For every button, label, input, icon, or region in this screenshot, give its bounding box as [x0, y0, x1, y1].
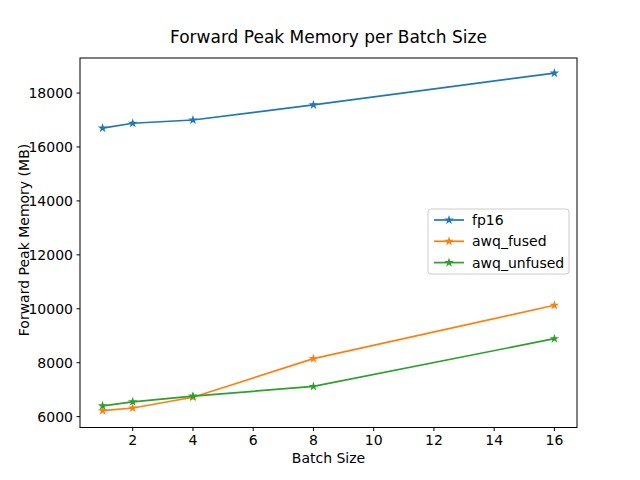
legend-item-label: fp16 [472, 212, 504, 228]
y-tick-label: 12000 [28, 247, 73, 263]
y-tick-label: 8000 [37, 355, 73, 371]
x-tick-label: 10 [365, 432, 383, 448]
x-tick-label: 12 [425, 432, 443, 448]
y-tick-label: 14000 [28, 193, 73, 209]
x-tick-label: 6 [249, 432, 258, 448]
x-axis-label: Batch Size [80, 450, 577, 466]
y-axis-label: Forward Peak Memory (MB) [16, 144, 32, 336]
x-tick-label: 2 [128, 432, 137, 448]
legend-item-label: awq_unfused [472, 255, 564, 271]
figure: 2 4 6 8 10 12 14 16 6000 8000 10000 12000 14000 16000… [0, 0, 640, 480]
plot-area: 2 4 6 8 10 12 14 16 6000 8000 10000 12000 14000 16000… [0, 0, 640, 480]
x-tick-label: 14 [485, 432, 503, 448]
y-tick-label: 10000 [28, 301, 73, 317]
x-tick-label: 16 [545, 432, 563, 448]
chart-title: Forward Peak Memory per Batch Size [80, 27, 577, 47]
y-tick-label: 16000 [28, 139, 73, 155]
y-tick-label: 18000 [28, 85, 73, 101]
x-tick-label: 8 [309, 432, 318, 448]
legend-item-label: awq_fused [472, 233, 547, 249]
x-tick-label: 4 [188, 432, 197, 448]
y-tick-label: 6000 [37, 409, 73, 425]
